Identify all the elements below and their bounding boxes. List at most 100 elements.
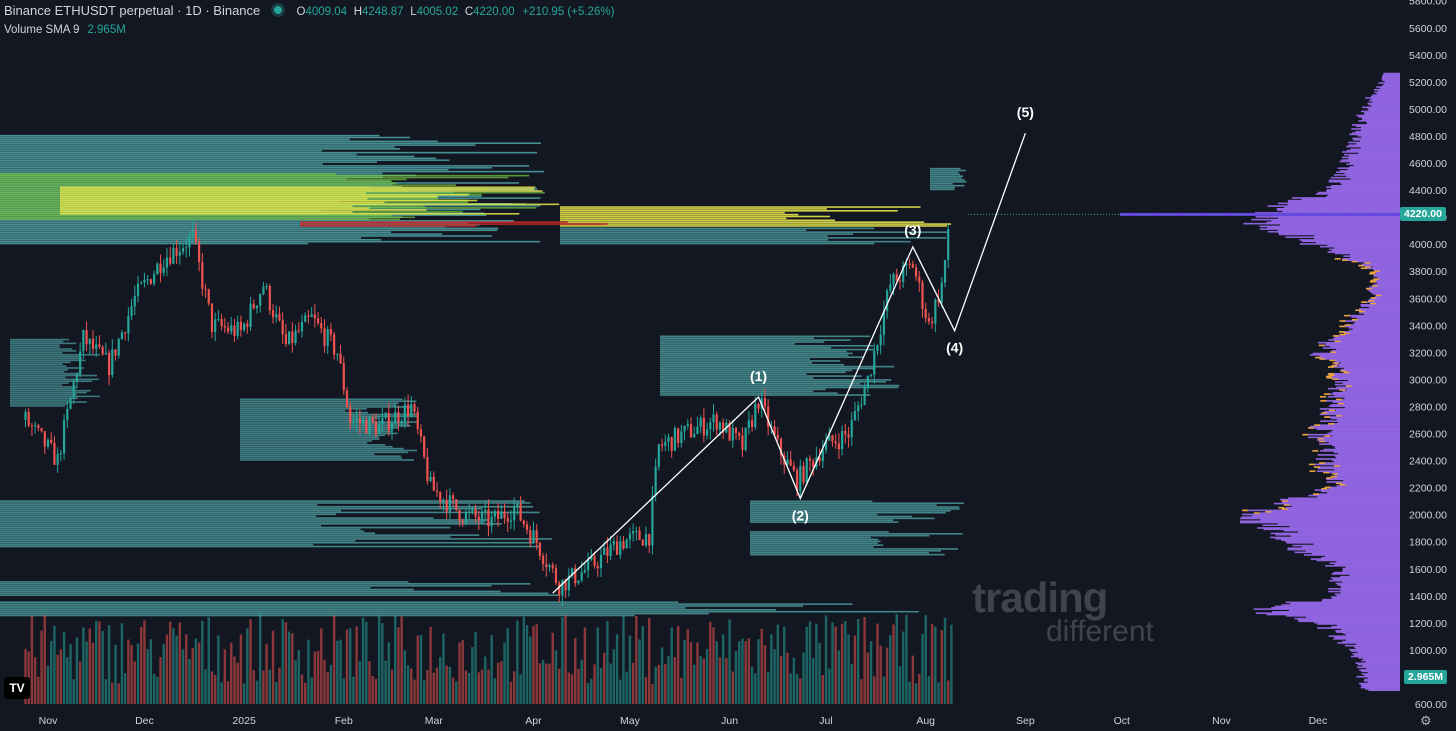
profile-row: [560, 235, 828, 237]
candle-body: [140, 282, 143, 284]
profile-row: [1346, 332, 1400, 335]
profile-row: [60, 186, 536, 189]
profile-row: [1374, 91, 1400, 94]
profile-row: [1370, 291, 1400, 294]
profile-row: [1373, 268, 1400, 271]
candle-body: [480, 511, 484, 521]
profile-row: [10, 367, 84, 369]
volume-bar: [709, 621, 712, 704]
profile-row: [930, 188, 955, 191]
profile-row: [1346, 389, 1400, 391]
profile-row: [1319, 245, 1400, 248]
candle-body: [313, 314, 316, 319]
profile-row-accent: [1351, 260, 1358, 263]
profile-row: [0, 227, 499, 230]
profile-row-accent: [1337, 402, 1344, 405]
price-tick-label: 4000.00: [1409, 239, 1447, 251]
profile-row: [1375, 271, 1400, 274]
volume-bar: [721, 634, 725, 704]
volume-bar: [741, 638, 744, 704]
profile-row: [1330, 577, 1400, 579]
volume-bar: [496, 662, 500, 704]
profile-row: [1343, 632, 1400, 635]
candle-body: [471, 509, 474, 512]
volume-bar: [731, 671, 734, 704]
profile-row: [1276, 207, 1400, 210]
candle-body: [349, 407, 352, 423]
profile-row-accent: [1327, 372, 1334, 375]
profile-row-accent: [1336, 398, 1343, 401]
candle-body: [728, 422, 731, 441]
profile-row: [60, 188, 535, 190]
volume-bar: [599, 667, 603, 704]
profile-row: [1340, 592, 1400, 594]
profile-row: [1317, 341, 1400, 344]
volume-bar: [78, 661, 82, 704]
candle-body: [638, 530, 641, 540]
profile-row: [1359, 669, 1400, 671]
candle-body: [750, 420, 754, 427]
volume-bar: [442, 633, 445, 704]
low-value: 4005.02: [416, 6, 459, 18]
profile-row: [10, 380, 93, 383]
candle-body: [59, 453, 62, 455]
profile-row-accent: [1360, 267, 1367, 270]
volume-bar: [175, 635, 178, 704]
volume-bar: [239, 634, 243, 704]
volume-bar: [593, 664, 596, 704]
profile-row: [560, 217, 787, 220]
symbol-title[interactable]: Binance ETHUSDT perpetual · 1D · Binance: [4, 3, 261, 18]
profile-row: [1360, 140, 1400, 142]
volume-bar: [754, 673, 757, 704]
profile-row: [1350, 256, 1400, 259]
profile-row: [1267, 205, 1400, 207]
candle-body: [789, 459, 792, 466]
profile-row: [60, 212, 520, 215]
profile-row: [1324, 410, 1400, 413]
profile-row: [60, 199, 478, 202]
volume-bar: [426, 670, 429, 704]
profile-row: [1327, 432, 1400, 435]
profile-row: [0, 536, 451, 538]
candle-body: [625, 539, 628, 549]
volume-bar: [873, 676, 876, 704]
volume-bar: [242, 683, 246, 704]
profile-row: [1240, 521, 1400, 524]
candle-body: [390, 423, 394, 431]
profile-row: [1335, 629, 1400, 632]
gear-icon[interactable]: ⚙: [1420, 713, 1432, 728]
volume-bar: [545, 663, 548, 704]
candle-body: [593, 556, 596, 566]
candle-body: [516, 503, 519, 507]
profile-row: [1328, 180, 1400, 183]
candle-body: [905, 263, 908, 266]
profile-row: [1283, 529, 1400, 532]
profile-row: [0, 165, 530, 167]
profile-row: [750, 546, 874, 548]
profile-row: [240, 438, 380, 440]
profile-row: [240, 409, 346, 412]
candle-body: [400, 421, 403, 423]
candle-body: [236, 321, 239, 336]
tradingview-logo-icon[interactable]: TV: [4, 677, 30, 699]
profile-row: [1358, 120, 1400, 122]
profile-row: [1313, 543, 1400, 546]
volume-bar: [895, 614, 898, 704]
volume-legend[interactable]: Volume SMA 9 2.965M: [4, 24, 126, 36]
volume-bar: [82, 627, 85, 704]
wave-path[interactable]: [552, 133, 1026, 594]
candle-body: [683, 425, 686, 432]
profile-row-accent: [1329, 359, 1336, 362]
profile-row: [240, 425, 411, 427]
time-tick-label: Apr: [525, 715, 542, 727]
profile-row: [1341, 159, 1400, 161]
volume-bar: [705, 648, 709, 704]
candle-body: [397, 412, 400, 423]
volume-bar: [114, 644, 117, 704]
profile-row: [1342, 398, 1400, 401]
volume-bar: [551, 632, 554, 704]
profile-row-accent: [1242, 509, 1249, 512]
price-tick-label: 2200.00: [1409, 483, 1447, 495]
profile-row: [1333, 638, 1400, 640]
